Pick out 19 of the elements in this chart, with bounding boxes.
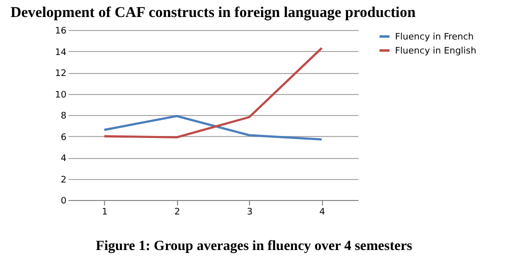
legend-label: Fluency in French xyxy=(395,32,474,42)
chart-title: Development of CAF constructs in foreign language production xyxy=(10,5,416,21)
y-tick-label: 14 xyxy=(55,48,67,58)
x-tick-label: 4 xyxy=(319,208,326,218)
y-tick-label: 0 xyxy=(60,196,67,206)
x-tick-label: 3 xyxy=(246,208,253,218)
line-series xyxy=(103,114,323,141)
y-tick-label: 16 xyxy=(55,26,67,36)
y-tick-label: 2 xyxy=(60,175,66,186)
y-tick-label: 8 xyxy=(60,112,67,122)
y-tick-label: 6 xyxy=(60,132,67,143)
line-series xyxy=(103,46,323,138)
caption: Figure 1: Group averages in fluency over 4 semesters xyxy=(94,239,414,255)
y-tick-label: 12 xyxy=(55,69,66,79)
legend-label: Fluency in English xyxy=(395,46,476,56)
x-tick-label: 1 xyxy=(102,208,108,218)
y-tick-label: 4 xyxy=(60,154,67,164)
y-tick-label: 10 xyxy=(55,90,67,100)
x-tick-label: 2 xyxy=(174,208,180,218)
